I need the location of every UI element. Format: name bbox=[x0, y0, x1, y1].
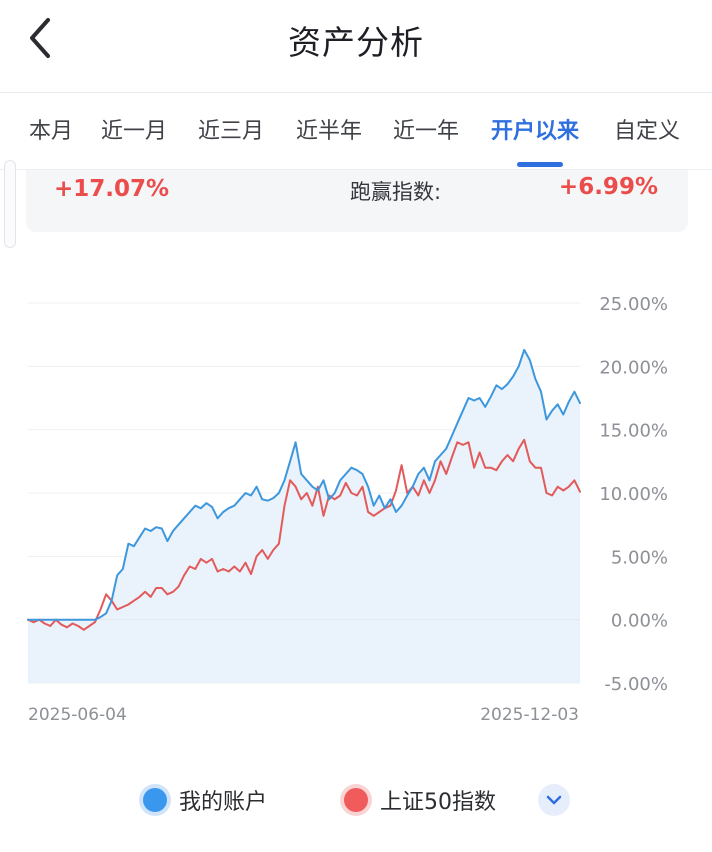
tab-this-month[interactable]: 本月 bbox=[29, 119, 74, 144]
x-tick-start: 2025-06-04 bbox=[28, 705, 127, 725]
y-tick-label: 5.00% bbox=[611, 547, 668, 568]
tab-last-three-months[interactable]: 近三月 bbox=[198, 119, 265, 144]
chart-legend: 我的账户 上证50指数 bbox=[0, 784, 712, 820]
period-tabs: 本月 近一月 近三月 近半年 近一年 开户以来 自定义 bbox=[0, 93, 712, 170]
x-tick-end: 2025-12-03 bbox=[480, 705, 579, 725]
legend-item-index[interactable]: 上证50指数 bbox=[344, 784, 496, 816]
legend-label-index: 上证50指数 bbox=[380, 790, 496, 815]
app-header: 资产分析 bbox=[0, 0, 712, 93]
tab-last-year[interactable]: 近一年 bbox=[393, 119, 460, 144]
account-series-line bbox=[27, 348, 581, 621]
index-series-line bbox=[27, 438, 581, 631]
y-tick-label: 0.00% bbox=[611, 611, 668, 632]
page-title: 资产分析 bbox=[288, 23, 424, 62]
beat-index-value: +6.99% bbox=[558, 174, 658, 200]
legend-dot-index bbox=[344, 788, 368, 812]
account-return-value: +17.07% bbox=[54, 176, 170, 202]
y-tick-label: 25.00% bbox=[599, 294, 668, 315]
account-area-fill bbox=[28, 349, 580, 683]
y-tick-label: 10.00% bbox=[599, 484, 668, 505]
tab-last-month[interactable]: 近一月 bbox=[101, 119, 168, 144]
chevron-down-icon bbox=[546, 795, 562, 805]
tab-custom[interactable]: 自定义 bbox=[614, 119, 681, 144]
tab-last-half-year[interactable]: 近半年 bbox=[296, 119, 363, 144]
y-tick-label: 15.00% bbox=[599, 421, 668, 442]
scroll-indicator bbox=[4, 160, 16, 248]
tab-since-opening[interactable]: 开户以来 bbox=[491, 119, 580, 144]
summary-card: +17.07% 跑赢指数: +6.99% bbox=[26, 170, 688, 232]
active-tab-indicator bbox=[517, 162, 563, 167]
beat-index-label: 跑赢指数: bbox=[350, 180, 442, 204]
y-tick-label: -5.00% bbox=[604, 674, 668, 695]
chevron-left-icon[interactable] bbox=[22, 14, 62, 62]
expand-legend-button[interactable] bbox=[538, 784, 570, 816]
legend-dot-account bbox=[143, 788, 167, 812]
legend-label-account: 我的账户 bbox=[179, 790, 268, 815]
return-line-chart[interactable]: 25.00% 20.00% 15.00% 10.00% 5.00% 0.00% -5.00%… bbox=[0, 270, 712, 730]
legend-item-account[interactable]: 我的账户 bbox=[143, 784, 267, 816]
y-tick-label: 20.00% bbox=[599, 357, 668, 378]
